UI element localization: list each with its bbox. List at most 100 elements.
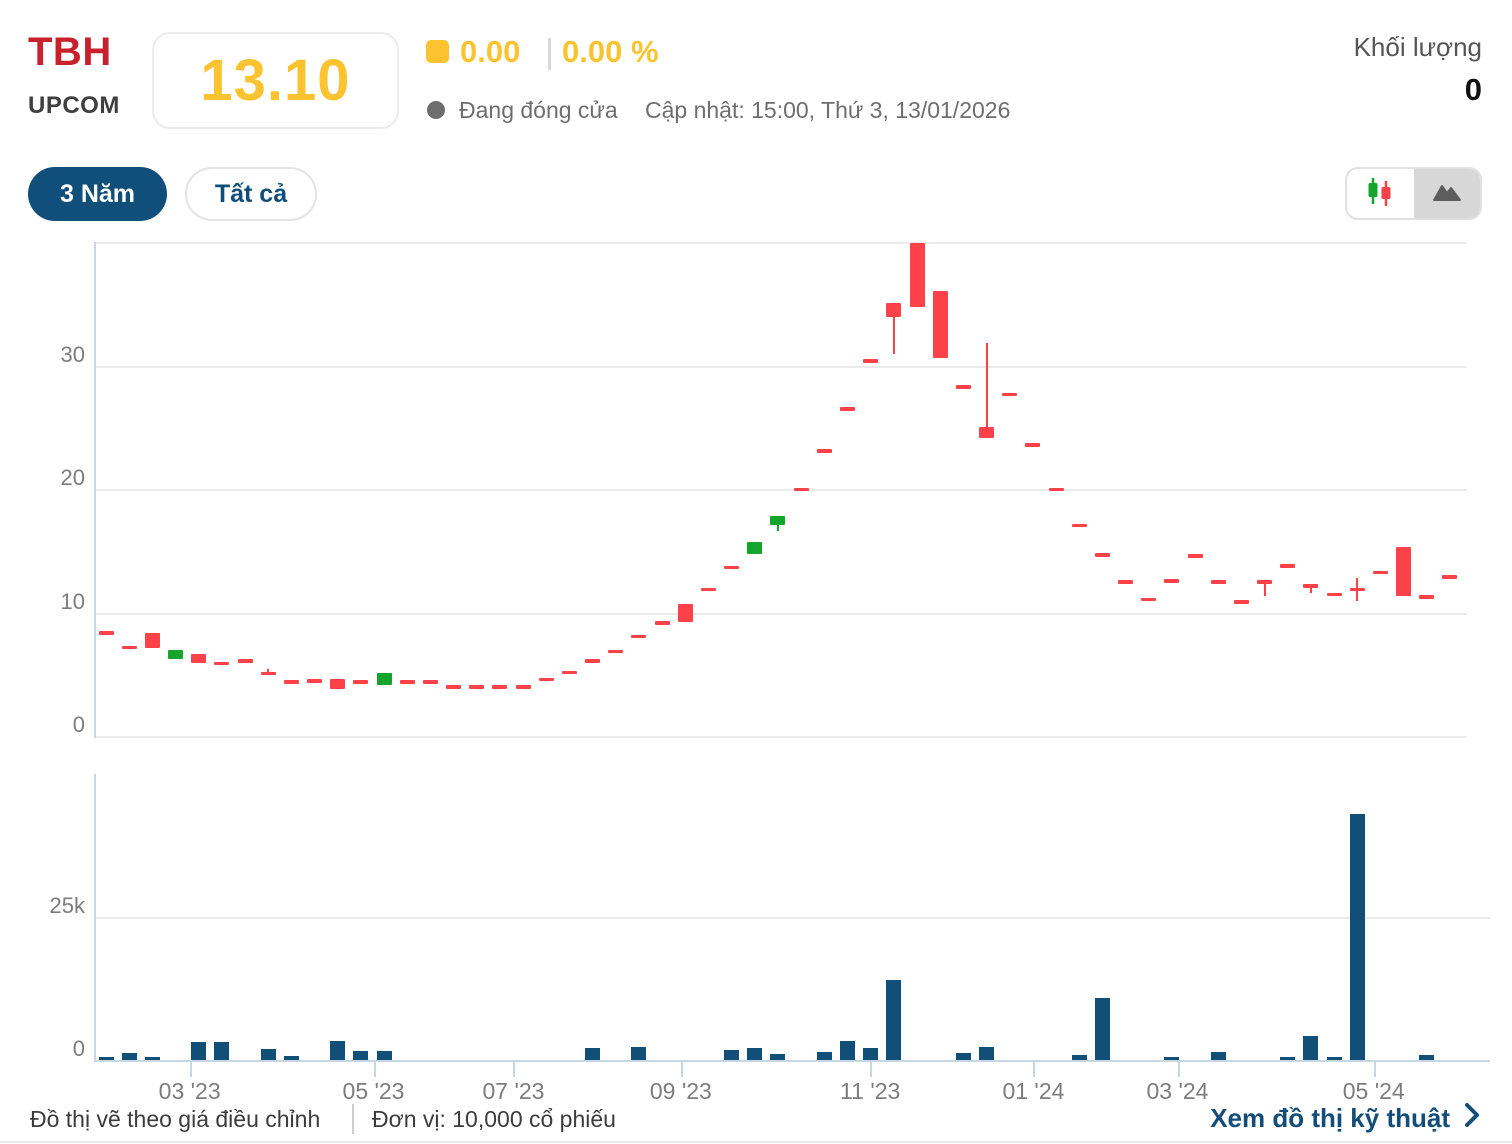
- candle: [98, 631, 114, 635]
- candle: [283, 680, 299, 684]
- candle: [585, 659, 601, 663]
- candle: [1326, 592, 1342, 597]
- volume-bar: [353, 1051, 369, 1060]
- candle: [515, 685, 531, 689]
- x-tick-label: 07 '23: [482, 1078, 545, 1104]
- candle: [863, 359, 879, 363]
- volume-bar: [1280, 1057, 1296, 1061]
- volume-bar: [121, 1052, 137, 1060]
- candlestick-icon: [1365, 175, 1395, 212]
- candle: [654, 621, 670, 625]
- chevron-right-icon: [1464, 1102, 1480, 1135]
- range-button-3-years[interactable]: 3 Năm: [28, 167, 167, 221]
- volume-bar: [1349, 814, 1365, 1060]
- candlestick-toggle-button[interactable]: [1347, 169, 1414, 218]
- candle: [469, 685, 485, 689]
- candle: [1396, 547, 1412, 597]
- gridline: [95, 736, 1467, 738]
- candle: [538, 677, 554, 682]
- axis-tick: [189, 1060, 192, 1077]
- candle: [376, 673, 392, 686]
- gridline: [95, 612, 1467, 615]
- candle: [840, 407, 855, 411]
- candle: [1071, 523, 1087, 528]
- volume-bar: [585, 1047, 601, 1060]
- market-status-text: Đang đóng cửa: [459, 97, 618, 123]
- candle: [909, 243, 925, 308]
- volume-bar: [144, 1056, 160, 1060]
- y-tick-label: 0: [72, 712, 85, 737]
- volume-bar: [816, 1051, 832, 1060]
- candle: [121, 645, 137, 650]
- chart-type-toggle: [1345, 167, 1482, 220]
- candle: [979, 427, 995, 439]
- volume-bar: [747, 1047, 763, 1060]
- volume-bar: [1419, 1054, 1435, 1060]
- candle: [677, 603, 693, 623]
- x-tick-label: 11 '23: [840, 1078, 901, 1104]
- price-box: 13.10: [152, 32, 399, 129]
- x-tick-label: 03 '23: [158, 1078, 221, 1104]
- candle-wick: [1309, 584, 1312, 593]
- y-tick-label: 10: [60, 588, 85, 614]
- volume-bar: [283, 1055, 299, 1060]
- volume-value: 0: [1464, 72, 1482, 107]
- candle: [422, 680, 438, 684]
- candle: [260, 671, 276, 676]
- candle: [608, 649, 624, 654]
- gridline: [95, 242, 1467, 244]
- axis-tick: [1373, 1060, 1376, 1077]
- volume-bar: [631, 1046, 647, 1060]
- footer-divider: [352, 1104, 354, 1134]
- change-percent: 0.00 %: [562, 34, 659, 69]
- candle: [1233, 600, 1249, 604]
- volume-bar: [724, 1050, 740, 1060]
- candle: [330, 679, 346, 690]
- candle: [1141, 597, 1157, 602]
- gridline: [95, 489, 1467, 491]
- volume-bar: [863, 1047, 879, 1060]
- candle: [1094, 553, 1110, 557]
- x-tick-label: 05 '23: [342, 1078, 405, 1104]
- exchange-label: UPCOM: [28, 92, 120, 119]
- candle: [1442, 575, 1458, 579]
- candle: [932, 291, 948, 359]
- candle: [1187, 554, 1203, 558]
- candle: [1280, 564, 1296, 568]
- candle: [191, 654, 207, 664]
- volume-bar: [260, 1048, 276, 1060]
- y-tick-label: 0: [72, 1036, 85, 1061]
- volume-bar: [1303, 1035, 1319, 1060]
- volume-baseline: [94, 1060, 1490, 1062]
- footer-note-unit: Đơn vị: 10,000 cổ phiếu: [372, 1106, 616, 1132]
- candle: [793, 487, 809, 492]
- axis-tick: [680, 1060, 683, 1077]
- candle: [724, 565, 740, 570]
- candle-wick: [985, 343, 988, 439]
- candle: [561, 670, 577, 675]
- volume-bar: [1326, 1057, 1342, 1061]
- volume-bar: [1164, 1057, 1180, 1061]
- technical-chart-link-label: Xem đồ thị kỹ thuật: [1210, 1103, 1450, 1133]
- candle: [631, 634, 647, 639]
- axis-tick: [1177, 1060, 1180, 1077]
- candle: [353, 680, 369, 684]
- y-tick-label: 20: [60, 465, 85, 490]
- technical-chart-link[interactable]: Xem đồ thị kỹ thuật: [1210, 1102, 1480, 1135]
- gridline: [95, 917, 1490, 919]
- axis-tick: [373, 1060, 376, 1077]
- candle: [1025, 443, 1041, 447]
- candle: [955, 385, 971, 389]
- candle: [1164, 579, 1180, 583]
- candle: [1372, 570, 1388, 574]
- area-chart-toggle-button[interactable]: [1413, 169, 1480, 218]
- candle: [1349, 587, 1365, 592]
- candle: [816, 449, 832, 453]
- candle: [399, 680, 415, 684]
- range-button-all[interactable]: Tất cả: [185, 167, 317, 221]
- volume-label: Khối lượng: [1353, 32, 1482, 62]
